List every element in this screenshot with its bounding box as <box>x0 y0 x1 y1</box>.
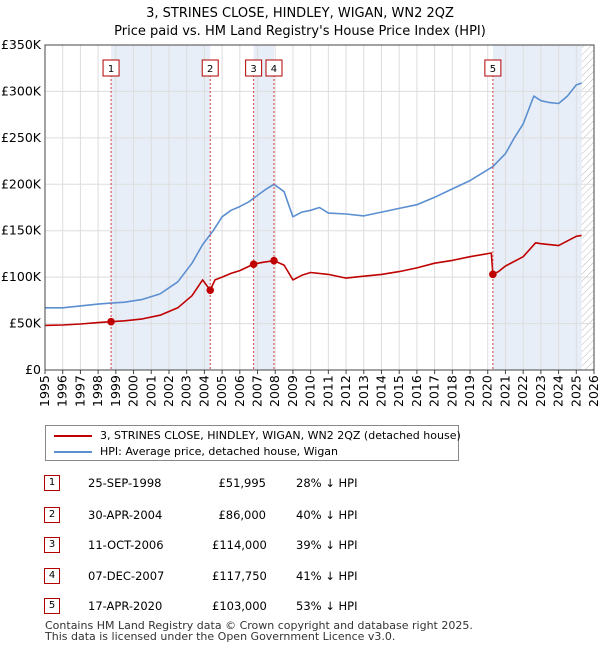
sale-price: £103,000 <box>212 599 267 613</box>
x-tick-label: 2019 <box>462 375 477 407</box>
x-tick-label: 2011 <box>320 375 335 407</box>
hpi-line <box>45 82 582 309</box>
x-tick-label: 2008 <box>267 375 282 407</box>
x-tick-label: 2018 <box>444 375 459 407</box>
sale-price: £114,000 <box>212 538 267 552</box>
sale-date: 11-OCT-2006 <box>88 538 164 552</box>
sale-hpi-diff: 41% ↓ HPI <box>296 569 358 583</box>
y-tick-label: £150K <box>1 223 42 238</box>
x-tick-label: 2017 <box>427 375 442 407</box>
x-tick-label: 2013 <box>356 375 371 407</box>
sale-date: 07-DEC-2007 <box>88 569 165 583</box>
legend-label-hpi: HPI: Average price, detached house, Wiga… <box>100 445 339 458</box>
x-tick-label: 1997 <box>72 375 87 407</box>
y-tick-label: £300K <box>1 83 42 98</box>
sale-hpi-diff: 39% ↓ HPI <box>296 538 358 552</box>
footer-attribution: Contains HM Land Registry data © Crown c… <box>45 620 473 642</box>
sale-number-label-box <box>265 59 283 77</box>
x-tick-label: 1999 <box>108 375 123 407</box>
sale-price: £86,000 <box>218 508 266 522</box>
sale-point <box>249 260 258 268</box>
sale-date: 30-APR-2004 <box>88 508 163 522</box>
sale-number-badge: 5 <box>44 598 60 614</box>
legend-swatch-hpi <box>54 451 92 453</box>
y-tick-label: £350K <box>1 37 42 52</box>
table-row: 2 30-APR-2004 £86,000 40% ↓ HPI <box>44 505 444 525</box>
x-tick-label: 2001 <box>143 375 158 407</box>
x-tick-label: 2007 <box>250 375 265 407</box>
sale-number-label: 5 <box>490 64 496 75</box>
legend-swatch-property <box>54 435 92 437</box>
table-row: 4 07-DEC-2007 £117,750 41% ↓ HPI <box>44 566 444 586</box>
sale-number-badge: 1 <box>44 475 60 491</box>
x-tick-label: 2020 <box>480 375 495 407</box>
plot-area <box>44 44 595 371</box>
legend-item-hpi: HPI: Average price, detached house, Wiga… <box>54 444 338 460</box>
x-tick-label: 2016 <box>409 375 424 407</box>
x-tick-label: 2024 <box>551 375 566 407</box>
sale-point <box>206 286 215 294</box>
y-tick-label: £50K <box>9 316 42 331</box>
y-tick-label: £100K <box>1 269 42 284</box>
x-tick-label: 1998 <box>90 375 105 407</box>
sale-point <box>107 317 115 326</box>
chart-subtitle: Price paid vs. HM Land Registry's House … <box>114 24 486 39</box>
sale-number-label: 1 <box>108 64 114 75</box>
table-row: 3 11-OCT-2006 £114,000 39% ↓ HPI <box>44 535 444 555</box>
ownership-period-shade <box>253 45 274 370</box>
x-tick-label: 2004 <box>196 375 211 407</box>
x-tick-label: 2014 <box>373 375 388 407</box>
x-tick-label: 2006 <box>232 375 247 407</box>
x-tick-label: 1996 <box>55 375 70 407</box>
sale-price: £117,750 <box>212 569 267 583</box>
sale-hpi-diff: 28% ↓ HPI <box>296 476 358 490</box>
sale-number-label: 4 <box>271 64 277 75</box>
sale-date: 17-APR-2020 <box>88 599 163 613</box>
chart-title: 3, STRINES CLOSE, HINDLEY, WIGAN, WN2 2Q… <box>146 6 454 21</box>
property-price-line <box>44 234 582 327</box>
table-row: 1 25-SEP-1998 £51,995 28% ↓ HPI <box>44 473 444 493</box>
y-tick-label: £200K <box>1 176 42 191</box>
footer-licence: This data is licensed under the Open Gov… <box>45 630 396 643</box>
sale-number-badge: 3 <box>44 537 60 553</box>
legend-label-property: 3, STRINES CLOSE, HINDLEY, WIGAN, WN2 2Q… <box>100 429 461 442</box>
sale-point <box>270 256 278 265</box>
x-tick-label: 2021 <box>497 375 512 407</box>
x-tick-label: 2009 <box>285 375 300 407</box>
x-tick-label: 2002 <box>161 375 176 407</box>
sale-number-label: 3 <box>250 64 256 75</box>
sale-number-label-box <box>245 59 263 77</box>
sale-number-label: 2 <box>207 64 213 75</box>
sale-number-badge: 2 <box>44 507 60 523</box>
sale-hpi-diff: 53% ↓ HPI <box>296 599 358 613</box>
x-tick-label: 2010 <box>303 375 318 407</box>
x-tick-label: 2023 <box>533 375 548 407</box>
table-row: 5 17-APR-2020 £103,000 53% ↓ HPI <box>44 596 444 616</box>
sale-point <box>489 270 497 279</box>
x-tick-label: 2022 <box>515 375 530 407</box>
x-tick-label: 2015 <box>391 375 406 407</box>
sale-hpi-diff: 40% ↓ HPI <box>296 508 358 522</box>
price-chart: 3, STRINES CLOSE, HINDLEY, WIGAN, WN2 2Q… <box>1 6 600 407</box>
forecast-hatch <box>581 45 594 370</box>
x-tick-label: 1995 <box>37 375 52 407</box>
y-tick-label: £0 <box>25 362 41 377</box>
sale-price: £51,995 <box>218 476 266 490</box>
x-tick-label: 2005 <box>214 375 229 407</box>
sale-number-label-box <box>484 59 502 77</box>
legend: 3, STRINES CLOSE, HINDLEY, WIGAN, WN2 2Q… <box>45 425 461 461</box>
sale-number-badge: 4 <box>44 568 60 584</box>
sale-number-label-box <box>201 59 219 77</box>
x-tick-label: 2000 <box>126 375 141 407</box>
x-tick-label: 2025 <box>568 375 583 407</box>
x-tick-label: 2012 <box>338 375 353 407</box>
legend-item-property: 3, STRINES CLOSE, HINDLEY, WIGAN, WN2 2Q… <box>54 428 461 444</box>
x-tick-label: 2026 <box>586 375 600 407</box>
x-tick-label: 2003 <box>179 375 194 407</box>
sale-number-label-box <box>102 59 120 77</box>
sale-date: 25-SEP-1998 <box>88 476 162 490</box>
y-tick-label: £250K <box>1 130 42 145</box>
footer-copyright: Contains HM Land Registry data © Crown c… <box>45 619 473 632</box>
